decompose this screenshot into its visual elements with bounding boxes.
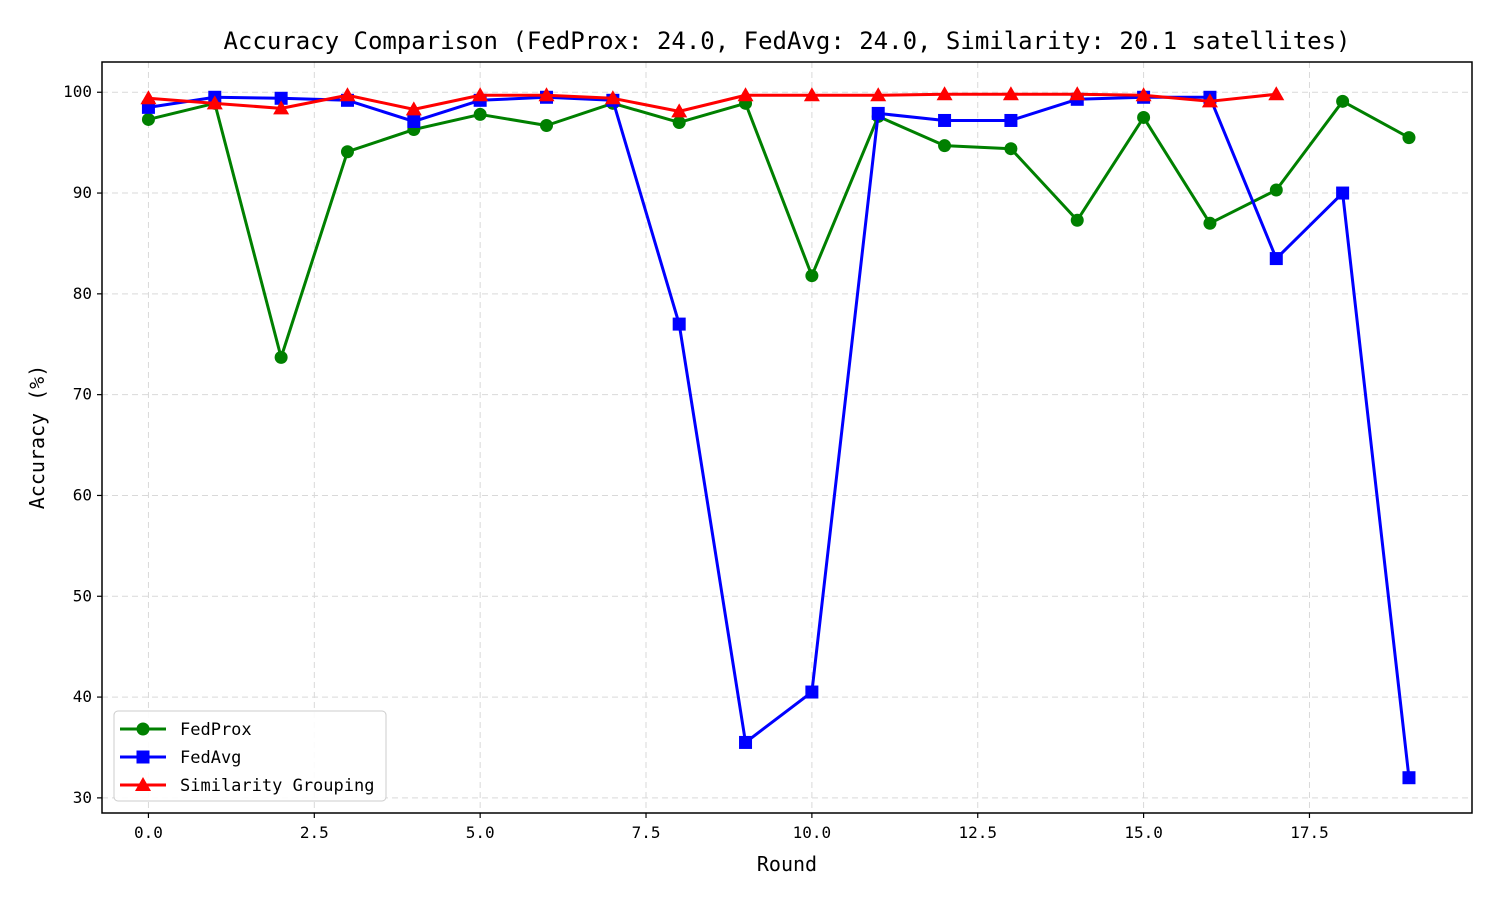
y-tick-label: 50 xyxy=(73,586,92,605)
plot-frame xyxy=(101,61,1473,814)
fedavg-point xyxy=(1336,186,1350,200)
x-tick-label: 12.5 xyxy=(958,823,997,842)
fedprox-point xyxy=(805,269,819,283)
fedprox-point xyxy=(473,107,487,121)
legend-label: Similarity Grouping xyxy=(180,776,374,796)
y-axis-label: Accuracy (%) xyxy=(25,365,49,510)
y-tick-label: 90 xyxy=(73,183,92,202)
fedavg-point xyxy=(1402,771,1416,785)
y-tick-label: 100 xyxy=(63,82,92,101)
fedprox-point xyxy=(1203,216,1217,230)
legend-item-fedavg: FedAvg xyxy=(120,748,241,768)
similarity-grouping-point xyxy=(936,86,953,101)
fedprox-point xyxy=(1004,142,1018,156)
fedavg-line xyxy=(148,95,1411,778)
fedavg-point xyxy=(871,106,885,120)
similarity-grouping-point xyxy=(140,90,157,105)
similarity-grouping-point xyxy=(206,95,223,110)
fedprox-point xyxy=(274,350,288,364)
similarity-grouping-point xyxy=(1069,86,1086,101)
fedavg-point xyxy=(805,685,819,699)
fedavg-point xyxy=(938,113,952,127)
x-tick-label: 2.5 xyxy=(300,823,329,842)
legend-item-similarity-grouping: Similarity Grouping xyxy=(120,776,374,796)
fedprox-point xyxy=(672,115,686,129)
fedprox-point xyxy=(938,139,952,153)
chart-title: Accuracy Comparison (FedProx: 24.0, FedA… xyxy=(223,27,1350,55)
similarity-grouping-point xyxy=(472,87,489,102)
legend-item-fedprox: FedProx xyxy=(120,720,252,740)
fedprox-point xyxy=(1137,110,1151,124)
fedprox-line xyxy=(148,99,1410,359)
similarity-grouping-line xyxy=(148,92,1277,113)
series-layer xyxy=(140,86,1416,785)
similarity-grouping-point xyxy=(671,103,688,118)
similarity-grouping-point xyxy=(604,90,621,105)
y-tick-label: 30 xyxy=(73,788,92,807)
y-tick-label: 70 xyxy=(73,385,92,404)
fedavg-point xyxy=(739,735,753,749)
similarity-grouping-point xyxy=(737,87,754,102)
fedprox-point xyxy=(1070,213,1084,227)
y-tick-label: 40 xyxy=(73,687,92,706)
similarity-grouping-point xyxy=(870,87,887,102)
similarity-grouping-point xyxy=(803,87,820,102)
fedavg-point xyxy=(1004,113,1018,127)
similarity-grouping-point xyxy=(405,101,422,116)
fedprox-point xyxy=(340,145,354,159)
legend-box xyxy=(113,710,387,802)
legend-marker xyxy=(136,722,150,736)
y-tick-label: 60 xyxy=(73,485,92,504)
similarity-grouping-point xyxy=(1002,86,1019,101)
fedavg-point xyxy=(1269,252,1283,266)
y-tick-label: 80 xyxy=(73,284,92,303)
legend-marker xyxy=(135,777,151,791)
similarity-grouping-point xyxy=(1201,93,1218,108)
fedavg-point xyxy=(407,114,421,128)
legend-label: FedAvg xyxy=(180,748,241,768)
fedavg-point xyxy=(672,317,686,331)
x-axis-label: Round xyxy=(757,852,817,876)
x-tick-label: 15.0 xyxy=(1124,823,1163,842)
fedprox-point xyxy=(540,119,554,133)
fedprox-point xyxy=(1336,94,1350,108)
series-fedprox xyxy=(141,94,1416,364)
grid-layer xyxy=(102,62,1472,813)
similarity-grouping-point xyxy=(538,87,555,102)
tick-layer: 0.0 2.5 5.0 7.5 10.0 12.5 15.0 17.5 30 40 50 60 70 80… xyxy=(63,82,1329,842)
x-tick-label: 0.0 xyxy=(134,823,163,842)
similarity-grouping-point xyxy=(1135,87,1152,102)
similarity-grouping-point xyxy=(1268,86,1285,101)
similarity-grouping-point xyxy=(273,100,290,115)
legend: FedProx FedAvg Similarity Grouping xyxy=(113,710,387,802)
fedprox-point xyxy=(141,112,155,126)
fedprox-point xyxy=(1402,131,1416,145)
legend-marker xyxy=(136,750,150,764)
x-tick-label: 7.5 xyxy=(632,823,661,842)
fedprox-point xyxy=(1269,183,1283,197)
x-tick-label: 10.0 xyxy=(793,823,832,842)
legend-items: FedProx FedAvg Similarity Grouping xyxy=(120,720,374,796)
fedavg-point xyxy=(274,91,288,105)
x-tick-label: 5.0 xyxy=(466,823,495,842)
similarity-grouping-point xyxy=(339,87,356,102)
x-tick-label: 17.5 xyxy=(1290,823,1329,842)
legend-label: FedProx xyxy=(180,720,252,740)
series-similarity-grouping xyxy=(140,86,1285,118)
